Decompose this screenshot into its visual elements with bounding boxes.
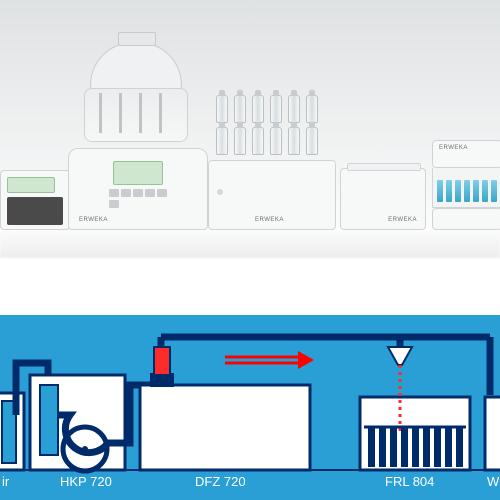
hkp-column <box>40 385 58 455</box>
diagram-labels: ir HKP 720 DFZ 720 FRL 804 W <box>0 474 500 496</box>
device-dissolution-tester: ERWEKA <box>68 42 208 230</box>
flow-diagram-panel: ir HKP 720 DFZ 720 FRL 804 W <box>0 315 500 500</box>
device-degasser: ERWEKA <box>208 95 336 230</box>
label-reservoir: ir <box>2 474 9 489</box>
device-collector: ERWEKA <box>432 140 500 230</box>
brand-label: ERWEKA <box>388 217 417 223</box>
label-hkp: HKP 720 <box>60 474 112 489</box>
device-controller <box>0 170 70 230</box>
module-right-cut <box>485 397 500 470</box>
label-dfz: DFZ 720 <box>195 474 246 489</box>
brand-label: ERWEKA <box>439 145 468 151</box>
brand-label: ERWEKA <box>255 217 284 223</box>
flow-arrow-icon <box>225 351 314 369</box>
label-right: W <box>487 474 499 489</box>
frl-tubes <box>368 427 463 467</box>
brand-label: ERWEKA <box>79 217 108 223</box>
module-dfz <box>140 385 310 470</box>
panel-gap <box>0 260 500 315</box>
device-autosampler: ERWEKA <box>340 168 426 230</box>
label-frl: FRL 804 <box>385 474 434 489</box>
dfz-hot-block <box>154 347 170 375</box>
flow-diagram-svg <box>0 315 500 500</box>
shelf-reflection <box>0 230 500 258</box>
equipment-photo-panel: ERWEKA <box>0 0 500 260</box>
funnel-icon <box>388 347 412 365</box>
